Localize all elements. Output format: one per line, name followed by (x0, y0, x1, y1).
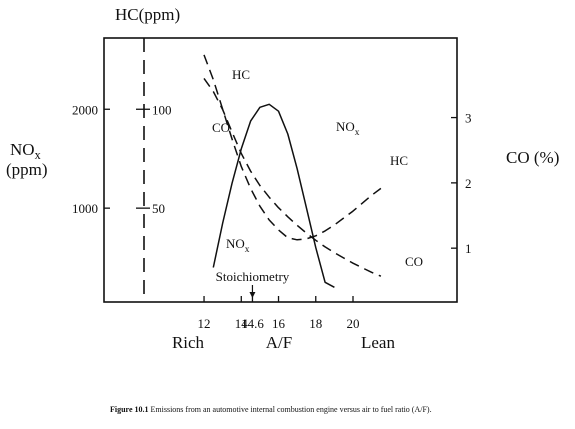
hc-tick-label: 100 (152, 102, 172, 117)
series-label-hc: HC (390, 153, 408, 168)
right-tick-label: 2 (465, 176, 472, 191)
x-axis-label: A/F (266, 333, 292, 352)
stoichiometry-label: Stoichiometry (216, 269, 290, 284)
x-tick-label: 20 (347, 316, 360, 331)
x-tick-label: 18 (309, 316, 322, 331)
figure-caption: Figure 10.1 Emissions from an automotive… (110, 405, 432, 414)
left-tick-label: 1000 (72, 201, 98, 216)
series-label-no: NOx (336, 119, 360, 138)
series-label-hc: HC (232, 67, 250, 82)
series-no-line (212, 103, 335, 288)
hc-axis-label: HC(ppm) (115, 5, 180, 24)
series-co-line (203, 77, 382, 277)
right-tick-label: 1 (465, 241, 472, 256)
x-tick-label: 14 (235, 316, 249, 331)
series-label-no: NOx (226, 236, 250, 255)
left-axis-unit: (ppm) (6, 160, 48, 179)
x-tick-label: 12 (198, 316, 211, 331)
right-tick-label: 3 (465, 111, 472, 126)
series-label-co: CO (405, 254, 423, 269)
x-tick-label: 14.6 (241, 316, 264, 331)
stoichiometry-arrow-head (249, 292, 256, 298)
plot-frame (103, 37, 458, 303)
series-hc-line (203, 54, 382, 241)
right-axis-label: CO (%) (506, 148, 559, 167)
x-tick-label: 16 (272, 316, 286, 331)
series-label-co: CO (212, 120, 230, 135)
x-label-lean: Lean (361, 333, 395, 352)
left-axis-label: NOx (10, 140, 41, 162)
left-tick-label: 2000 (72, 102, 98, 117)
x-label-rich: Rich (172, 333, 205, 352)
hc-tick-label: 50 (152, 201, 165, 216)
